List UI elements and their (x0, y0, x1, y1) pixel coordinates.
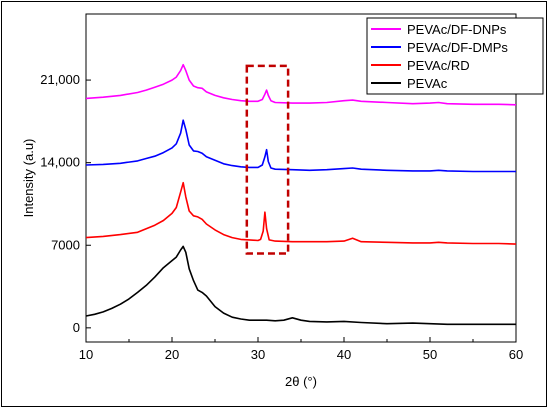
series-line-pevac-rd (85, 181, 517, 245)
series-layer (85, 63, 517, 326)
y-tick-label: 21,000 (40, 72, 80, 87)
series-line-pevac-df-dmps (85, 119, 516, 173)
y-tick-label: 0 (73, 320, 80, 335)
x-axis-title: 2θ (°) (285, 374, 317, 389)
x-tick-label: 20 (165, 347, 179, 362)
series-line-pevac (85, 245, 516, 326)
x-tick-label: 10 (79, 347, 93, 362)
x-tick-label: 50 (423, 347, 437, 362)
legend-label: PEVAc/RD (407, 58, 470, 73)
y-axis: 0 7000 14,000 21,000 (40, 72, 91, 335)
y-tick-label: 14,000 (40, 155, 80, 170)
y-axis-title: Intensity (a.u) (21, 139, 36, 218)
x-tick-label: 30 (251, 347, 265, 362)
legend-label: PEVAc/DF-DNPs (407, 22, 507, 37)
y-tick-label: 7000 (51, 237, 80, 252)
x-tick-label: 40 (337, 347, 351, 362)
highlight-box (245, 64, 290, 255)
series-line-pevac-df-dnps (85, 63, 517, 106)
x-axis: 10 20 30 40 50 60 (79, 337, 523, 362)
legend-label: PEVAc/DF-DMPs (407, 40, 508, 55)
legend-box (366, 17, 544, 95)
x-tick-label: 60 (509, 347, 523, 362)
legend: PEVAc/DF-DNPs PEVAc/DF-DMPs PEVAc/RD PEVAc (366, 17, 544, 95)
legend-label: PEVAc (407, 76, 448, 91)
plot-area: 10 20 30 40 50 60 0 7000 14,000 21,000 (40, 13, 523, 362)
